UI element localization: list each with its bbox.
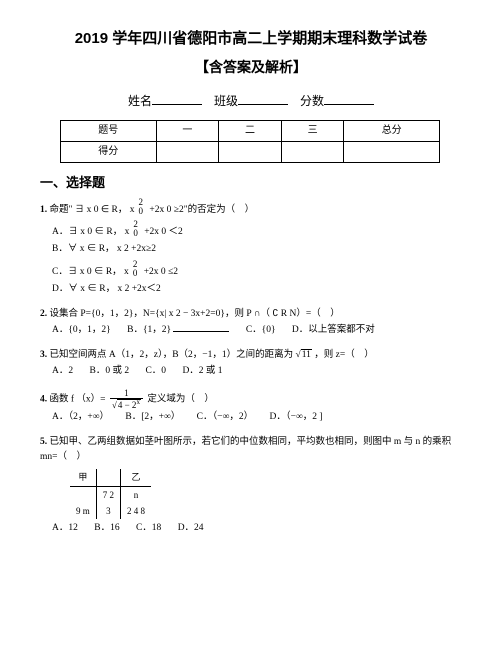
question-1: 1. 命题" ∃ x 0 ∈ R， x20 +2x 0 ≥2"的否定为（ ） A… — [40, 198, 462, 297]
cell — [344, 141, 440, 162]
cell — [70, 486, 96, 503]
option-d: D．2 或 1 — [182, 364, 222, 379]
cell: 2 4 8 — [121, 503, 152, 519]
option-d: D．（−∞，2 ] — [269, 410, 322, 425]
question-3: 3. 已知空间两点 A（1，2，z），B（2，−1，1）之间的距离为 √11 ，… — [40, 348, 462, 378]
q-text: 命题" ∃ x 0 ∈ R， — [50, 205, 128, 215]
expr: x20 — [130, 205, 147, 215]
option-b-text: B．{1，2} — [127, 325, 171, 335]
option-a-tail: +2x 0 ＜2 — [142, 227, 183, 237]
cell: 总分 — [344, 120, 440, 141]
blank — [173, 322, 229, 332]
score-blank — [324, 92, 374, 105]
option-b: B．0 或 2 — [90, 364, 130, 379]
cell: 甲 — [70, 469, 96, 486]
option-c: C．0 — [145, 364, 166, 379]
q-num: 5. — [40, 437, 47, 447]
option-d: D．∀ x ∈ R， x 2 +2x＜2 — [52, 284, 161, 294]
q-text: ，则 z=（ ） — [314, 350, 373, 360]
option-a: A．∃ x 0 ∈ R， x — [52, 227, 129, 237]
table-row: 题号 一 二 三 总分 — [61, 120, 440, 141]
cell — [219, 141, 282, 162]
cell: 题号 — [61, 120, 157, 141]
option-b: B．∀ x ∈ R， x 2 +2x≥2 — [52, 244, 156, 254]
exam-title: 2019 学年四川省德阳市高二上学期期末理科数学试卷 — [40, 28, 462, 51]
question-5: 5. 已知甲、乙两组数据如茎叶图所示，若它们的中位数相同，平均数也相同，则图中 … — [40, 435, 462, 537]
option-d: D．24 — [178, 521, 204, 536]
name-blank — [152, 92, 202, 105]
q-num: 3. — [40, 350, 47, 360]
score-label: 分数 — [300, 94, 324, 108]
cell: 7 2 — [96, 486, 120, 503]
q-text: 设集合 P={0，1，2}，N={x| x 2 − 3x+2=0}，则 P ∩（… — [50, 309, 340, 319]
sqrt-val: 11 — [301, 349, 312, 360]
cell: 乙 — [121, 469, 152, 486]
q-text: 定义域为（ ） — [147, 394, 214, 404]
exam-subtitle: 【含答案及解析】 — [40, 57, 462, 78]
table-row: 7 2 n — [70, 486, 151, 503]
cell — [96, 469, 120, 486]
cell: 9 m — [70, 503, 96, 519]
question-2: 2. 设集合 P={0，1，2}，N={x| x 2 − 3x+2=0}，则 P… — [40, 307, 462, 338]
cell: 二 — [219, 120, 282, 141]
expr: 20 — [129, 227, 142, 237]
option-d: D．以上答案都不对 — [292, 323, 375, 338]
cell: 三 — [281, 120, 344, 141]
option-c: C．（−∞，2） — [197, 410, 253, 425]
cell: 得分 — [61, 141, 157, 162]
q-num: 2. — [40, 309, 47, 319]
option-c-tail: +2x 0 ≤2 — [141, 267, 178, 277]
class-label: 班级 — [214, 94, 238, 108]
option-a: A．（2，+∞） — [52, 410, 109, 425]
option-b: B．[2，+∞） — [125, 410, 180, 425]
q-num: 4. — [40, 394, 47, 404]
option-a: A．12 — [52, 521, 78, 536]
denominator: √4 − 2x — [110, 399, 143, 410]
fraction: 1 √4 − 2x — [110, 389, 143, 410]
cell — [281, 141, 344, 162]
option-c: C．{0} — [246, 323, 276, 338]
section-heading: 一、选择题 — [40, 173, 462, 193]
q-num: 1. — [40, 205, 47, 215]
student-info: 姓名 班级 分数 — [40, 92, 462, 110]
name-label: 姓名 — [128, 94, 152, 108]
table-row: 得分 — [61, 141, 440, 162]
cell: n — [121, 486, 152, 503]
q-text: 已知甲、乙两组数据如茎叶图所示，若它们的中位数相同，平均数也相同，则图中 m 与… — [40, 437, 451, 462]
expr: 20 — [129, 267, 142, 277]
q-text: 已知空间两点 A（1，2，z），B（2，−1，1）之间的距离为 — [50, 350, 296, 360]
cell — [156, 141, 219, 162]
option-a: A．2 — [52, 364, 73, 379]
sqrt-body: 4 − 2 — [118, 400, 137, 410]
class-blank — [238, 92, 288, 105]
score-table: 题号 一 二 三 总分 得分 — [60, 120, 440, 163]
q-text: 函数 f （x）= — [50, 394, 106, 404]
table-row: 甲 乙 — [70, 469, 151, 486]
sub: 0 — [137, 207, 146, 216]
cell: 一 — [156, 120, 219, 141]
cell: 3 — [96, 503, 120, 519]
option-c: C．18 — [136, 521, 161, 536]
option-a: A．{0，1，2} — [52, 323, 111, 338]
sqrt-expr: √11 — [296, 349, 312, 360]
sub: 0 — [131, 269, 140, 278]
q-text: +2x 0 ≥2"的否定为（ ） — [149, 205, 254, 215]
table-row: 9 m 3 2 4 8 — [70, 503, 151, 519]
option-c: C．∃ x 0 ∈ R， x — [52, 267, 129, 277]
stem-leaf-table: 甲 乙 7 2 n 9 m 3 2 4 8 — [70, 469, 151, 519]
sub: 0 — [131, 229, 140, 238]
question-4: 4. 函数 f （x）= 1 √4 − 2x 定义域为（ ） A．（2，+∞） … — [40, 389, 462, 425]
sup: x — [136, 398, 140, 406]
option-b: B．16 — [94, 521, 119, 536]
option-b: B．{1，2} — [127, 322, 229, 338]
